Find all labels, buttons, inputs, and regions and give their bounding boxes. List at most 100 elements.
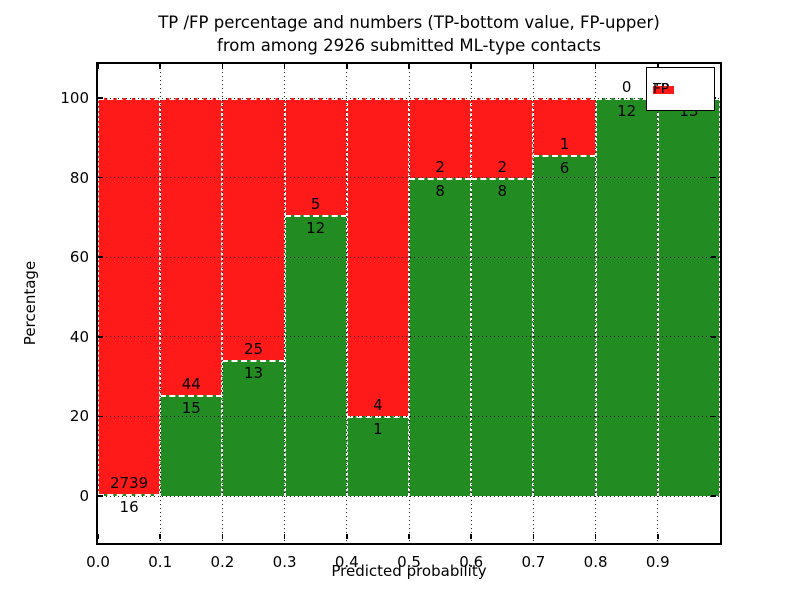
tp-count-label: 16: [119, 497, 139, 516]
vertical-gridline: [221, 64, 223, 543]
x-tick-mark: [221, 534, 224, 539]
fp-count-label: 2: [435, 157, 445, 176]
tp-count-label: 8: [497, 181, 508, 200]
bar-fp-segment: [533, 98, 596, 155]
y-tick-mark: [98, 495, 103, 497]
vertical-gridline: [408, 64, 410, 543]
bar-fp-segment: [222, 98, 285, 360]
y-tick-mark-right: [711, 415, 716, 418]
tp-count-label: 15: [181, 398, 201, 417]
y-tick-label: 80: [69, 168, 89, 187]
x-tick-label: 0.9: [645, 553, 670, 571]
y-tick-mark-right: [711, 176, 716, 179]
x-tick-label: 0.7: [521, 553, 546, 571]
x-tick-mark: [97, 534, 99, 539]
bar-tp-segment: [160, 394, 223, 496]
fp-count-label: 1: [559, 134, 570, 153]
x-tick-mark: [532, 534, 535, 539]
x-tick-mark: [594, 534, 597, 539]
y-tick-label: 20: [69, 407, 89, 426]
x-tick-mark: [283, 534, 286, 539]
bar-tp-segment: [222, 359, 285, 496]
tp-count-label: 1: [373, 420, 383, 439]
legend-label: FP: [653, 81, 669, 97]
vertical-gridline: [657, 64, 659, 543]
vertical-gridline: [159, 64, 161, 543]
y-tick-mark-right: [711, 256, 716, 258]
x-tick-mark-top: [470, 64, 472, 69]
bar-tp-segment: [533, 154, 596, 496]
horizontal-gridline: [98, 495, 720, 497]
vertical-gridline: [470, 64, 472, 543]
vertical-gridline: [532, 64, 534, 543]
bar-tp-segment: [98, 493, 161, 496]
horizontal-gridline: [98, 415, 720, 417]
y-tick-label: 100: [60, 89, 89, 107]
x-tick-label: 0.0: [86, 553, 110, 571]
vertical-gridline: [595, 64, 597, 543]
y-tick-mark: [98, 176, 103, 179]
x-tick-mark-top: [346, 64, 348, 69]
y-tick-mark: [98, 97, 103, 99]
x-tick-mark-top: [657, 64, 659, 69]
horizontal-gridline: [98, 256, 720, 258]
vertical-gridline: [346, 64, 348, 543]
x-tick-label: 0.8: [583, 553, 608, 571]
tp-count-label: 6: [559, 158, 570, 177]
bar-tp-segment: [657, 98, 720, 496]
fp-count-label: 4: [373, 396, 383, 415]
legend-swatch-fp: [653, 85, 674, 94]
x-tick-mark-top: [283, 64, 286, 69]
x-tick-mark: [159, 534, 161, 539]
fp-count-label: 5: [310, 195, 321, 214]
tp-count-label: 13: [243, 363, 264, 382]
x-tick-mark-top: [159, 64, 161, 69]
bar-tp-segment: [284, 215, 347, 496]
bar-fp-segment: [284, 98, 347, 216]
x-tick-mark-top: [594, 64, 597, 69]
x-tick-mark: [346, 534, 348, 539]
chart-title: TP /FP percentage and numbers (TP-bottom…: [158, 11, 660, 57]
x-tick-mark-top: [97, 64, 99, 69]
x-tick-label: 0.6: [459, 553, 484, 571]
bar-fp-segment: [160, 98, 223, 395]
chart-title-line2: from among 2926 submitted ML-type contac…: [217, 36, 601, 55]
tp-count-label: 8: [435, 181, 445, 200]
bar-tp-segment: [346, 416, 409, 496]
fp-count-label: 2739: [110, 473, 149, 492]
vertical-gridline: [284, 64, 286, 543]
x-tick-label: 0.3: [272, 553, 297, 571]
legend: TPFP: [646, 67, 715, 111]
fp-count-label: 44: [181, 374, 201, 393]
x-tick-mark-top: [221, 64, 224, 69]
x-tick-mark-top: [532, 64, 535, 69]
bar-tp-segment: [595, 98, 658, 496]
x-tick-mark: [657, 534, 659, 539]
tp-count-label: 12: [617, 102, 637, 120]
horizontal-gridline: [98, 336, 720, 338]
fp-count-label: 2: [497, 157, 508, 176]
x-tick-mark: [470, 534, 472, 539]
x-tick-mark-top: [408, 64, 410, 69]
y-tick-label: 40: [69, 327, 89, 346]
x-tick-label: 0.1: [148, 553, 173, 571]
bar-fp-segment: [409, 98, 472, 178]
x-axis-label: Predicted probability: [331, 562, 487, 580]
horizontal-gridline: [98, 97, 720, 99]
chart-title-line1: TP /FP percentage and numbers (TP-bottom…: [158, 13, 660, 32]
fp-count-label: 25: [243, 339, 264, 358]
y-tick-mark: [98, 336, 103, 338]
y-tick-mark: [98, 256, 103, 258]
plot-area: 27391644152513512412828160120130.00.10.2…: [60, 62, 722, 571]
x-tick-label: 0.2: [210, 553, 235, 571]
y-axis-label: Percentage: [21, 260, 39, 346]
bar-fp-segment: [98, 98, 161, 494]
fp-count-label: 0: [621, 78, 632, 96]
bar-fp-segment: [471, 98, 534, 178]
y-tick-mark: [98, 415, 103, 418]
y-tick-mark-right: [711, 495, 716, 497]
x-tick-label: 0.5: [397, 553, 421, 571]
y-tick-label: 60: [69, 248, 89, 267]
tp-count-label: 12: [306, 219, 326, 238]
